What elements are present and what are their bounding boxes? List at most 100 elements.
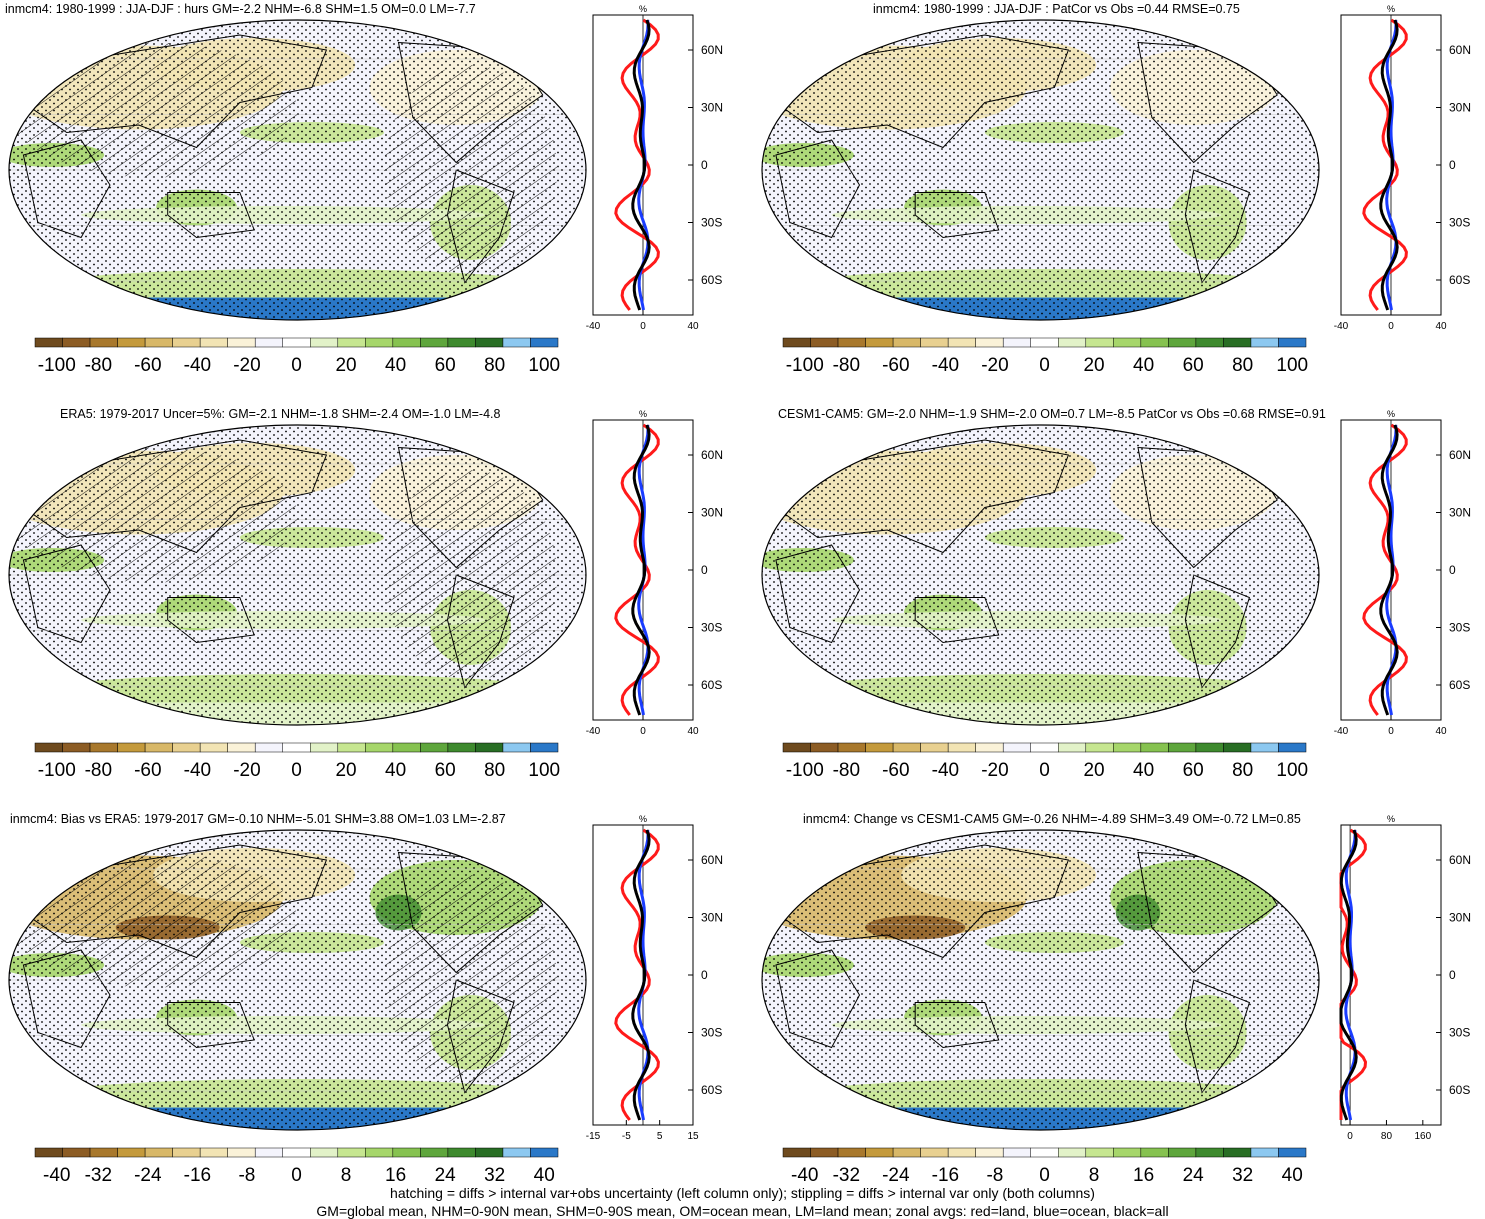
zonal-lat-label: 30N <box>1449 101 1471 115</box>
colorbar-tick-label: 60 <box>1183 760 1204 781</box>
colorbar-swatch <box>1168 742 1197 753</box>
colorbar-swatch <box>62 337 91 348</box>
zonal-x-tick-label: 0 <box>640 726 646 737</box>
zonal-unit: % <box>639 4 647 14</box>
colorbar-swatch <box>947 337 976 348</box>
panel-graphic: -40 -32 -24 -16 -8 0 8 16 24 32 40% -15 -5 5 15 60N 30N 0… <box>8 814 723 1186</box>
zonal-mean-plot: % -40 0 40 60N 30N 0 30S 60S <box>586 409 723 737</box>
colorbar-swatch <box>1085 742 1114 753</box>
zonal-lat-label: 60S <box>701 678 722 692</box>
colorbar-swatch <box>1085 337 1114 348</box>
zonal-mean-plot: % -15 -5 5 15 60N 30N 0 30S 60S <box>586 814 723 1142</box>
colorbar-swatch <box>502 337 531 348</box>
colorbar-swatch <box>1002 1147 1031 1158</box>
colorbar-tick-label: 40 <box>1133 355 1154 376</box>
colorbar-tick-label: 20 <box>1083 355 1104 376</box>
colorbar: -40 -32 -24 -16 -8 0 8 16 24 32 40 <box>782 1147 1307 1186</box>
colorbar-tick-label: 0 <box>291 355 302 376</box>
colorbar-swatch <box>865 337 894 348</box>
colorbar-swatch <box>1140 337 1169 348</box>
colorbar-tick-label: -8 <box>238 1165 255 1186</box>
colorbar-tick-label: -80 <box>85 760 112 781</box>
colorbar-swatch <box>1168 337 1197 348</box>
colorbar-swatch <box>447 742 476 753</box>
colorbar-tick-label: 60 <box>435 355 456 376</box>
footer-line-1: hatching = diffs > internal var+obs unce… <box>390 1185 1095 1201</box>
colorbar-swatch <box>89 742 118 753</box>
colorbar-swatch <box>1250 1147 1279 1158</box>
zonal-unit: % <box>1387 814 1395 824</box>
colorbar-tick-label: -100 <box>38 355 76 376</box>
zonal-lat-label: 0 <box>701 968 708 982</box>
panel-5: inmcm4: Bias vs ERA5: 1979-2017 GM=-0.10… <box>0 810 742 1215</box>
panel-graphic: -100 -80 -60 -40 -20 0 20 40 60 80 100% -40 0 40 60N 30… <box>8 409 723 781</box>
colorbar-swatch <box>420 742 449 753</box>
colorbar-swatch <box>837 1147 866 1158</box>
colorbar-swatch <box>530 337 559 348</box>
zonal-lat-label: 30S <box>1449 621 1470 635</box>
colorbar-swatch <box>1195 337 1224 348</box>
colorbar-swatch <box>337 337 366 348</box>
colorbar: -40 -32 -24 -16 -8 0 8 16 24 32 40 <box>34 1147 559 1186</box>
colorbar-swatch <box>1085 1147 1114 1158</box>
colorbar-swatch <box>837 337 866 348</box>
colorbar-swatch <box>89 1147 118 1158</box>
colorbar-swatch <box>1002 742 1031 753</box>
colorbar-tick-label: -60 <box>882 355 909 376</box>
colorbar-tick-label: -80 <box>833 355 860 376</box>
colorbar-tick-label: 0 <box>291 760 302 781</box>
colorbar-swatch <box>1030 337 1059 348</box>
panel-title: inmcm4: 1980-1999 : JJA-DJF : hurs GM=-2… <box>5 2 476 16</box>
colorbar-tick-label: 80 <box>1232 355 1253 376</box>
zonal-unit: % <box>639 409 647 419</box>
colorbar-tick-label: 40 <box>1133 760 1154 781</box>
colorbar-swatch <box>1223 1147 1252 1158</box>
colorbar-swatch <box>782 1147 811 1158</box>
zonal-lat-label: 30S <box>701 1026 722 1040</box>
zonal-lat-label: 60S <box>1449 273 1470 287</box>
colorbar-swatch <box>34 337 63 348</box>
colorbar-swatch <box>310 337 339 348</box>
colorbar-tick-label: -100 <box>786 355 824 376</box>
colorbar-swatch <box>530 742 559 753</box>
colorbar-swatch <box>282 1147 311 1158</box>
all-curve <box>631 19 651 311</box>
colorbar-swatch <box>34 742 63 753</box>
map <box>762 20 1319 320</box>
colorbar-tick-label: 16 <box>385 1165 406 1186</box>
all-curve <box>1339 829 1358 1121</box>
colorbar-tick-label: -16 <box>932 1165 959 1186</box>
colorbar-swatch <box>172 337 201 348</box>
colorbar-swatch <box>475 337 504 348</box>
colorbar-swatch <box>227 742 256 753</box>
colorbar-tick-label: -8 <box>986 1165 1003 1186</box>
colorbar-tick-label: 32 <box>1232 1165 1253 1186</box>
zonal-lat-label: 60N <box>1449 43 1471 57</box>
colorbar-swatch <box>502 1147 531 1158</box>
colorbar-tick-label: 0 <box>1039 1165 1050 1186</box>
colorbar-swatch <box>1195 742 1224 753</box>
zonal-x-tick-label: 0 <box>640 321 646 332</box>
colorbar-swatch <box>947 742 976 753</box>
colorbar-tick-label: 0 <box>291 1165 302 1186</box>
all-curve <box>631 829 651 1121</box>
colorbar-swatch <box>447 337 476 348</box>
colorbar-tick-label: -32 <box>833 1165 860 1186</box>
zonal-x-tick-label: 40 <box>687 321 699 332</box>
colorbar-tick-label: -100 <box>786 760 824 781</box>
zonal-mean-plot: % -40 0 40 60N 30N 0 30S 60S <box>1334 4 1471 332</box>
zonal-lat-label: 0 <box>1449 158 1456 172</box>
colorbar-tick-label: -100 <box>38 760 76 781</box>
colorbar-swatch <box>782 742 811 753</box>
colorbar-tick-label: -60 <box>882 760 909 781</box>
zonal-x-tick-label: 40 <box>1435 321 1447 332</box>
panel-graphic: -100 -80 -60 -40 -20 0 20 40 60 80 100% -40 0 40 60N 30… <box>761 409 1471 781</box>
colorbar-tick-label: -20 <box>233 355 260 376</box>
colorbar-tick-label: 40 <box>385 355 406 376</box>
colorbar-tick-label: -80 <box>85 355 112 376</box>
zonal-lat-label: 60S <box>701 273 722 287</box>
colorbar: -100 -80 -60 -40 -20 0 20 40 60 80 100 <box>782 742 1308 781</box>
colorbar-tick-label: 80 <box>1232 760 1253 781</box>
colorbar-swatch <box>117 742 146 753</box>
zonal-x-tick-label: 160 <box>1414 1131 1431 1142</box>
